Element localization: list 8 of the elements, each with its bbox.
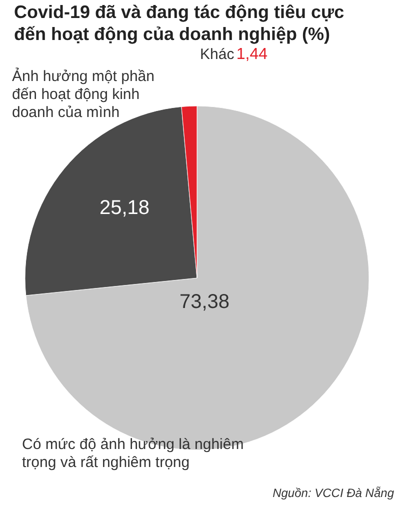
text: Nguồn: VCCI Đà Nẵng xyxy=(272,486,394,500)
slice-label: Khác xyxy=(200,46,235,63)
slice-label: Ảnh hưởng một phần đến hoạt động kinh doanh của mình xyxy=(12,67,154,121)
data-label: 1,44 xyxy=(236,46,268,63)
slice-label: Có mức độ ảnh hưởng là nghiêm trọng và rất nghiêm trọng xyxy=(22,436,244,471)
data-label: 73,38 xyxy=(180,291,230,313)
data-label: 25,18 xyxy=(100,197,150,219)
chart-title: Covid-19 đã và đang tác động tiêu cực đến hoạt động của doanh nghiệp (%) xyxy=(14,2,344,44)
